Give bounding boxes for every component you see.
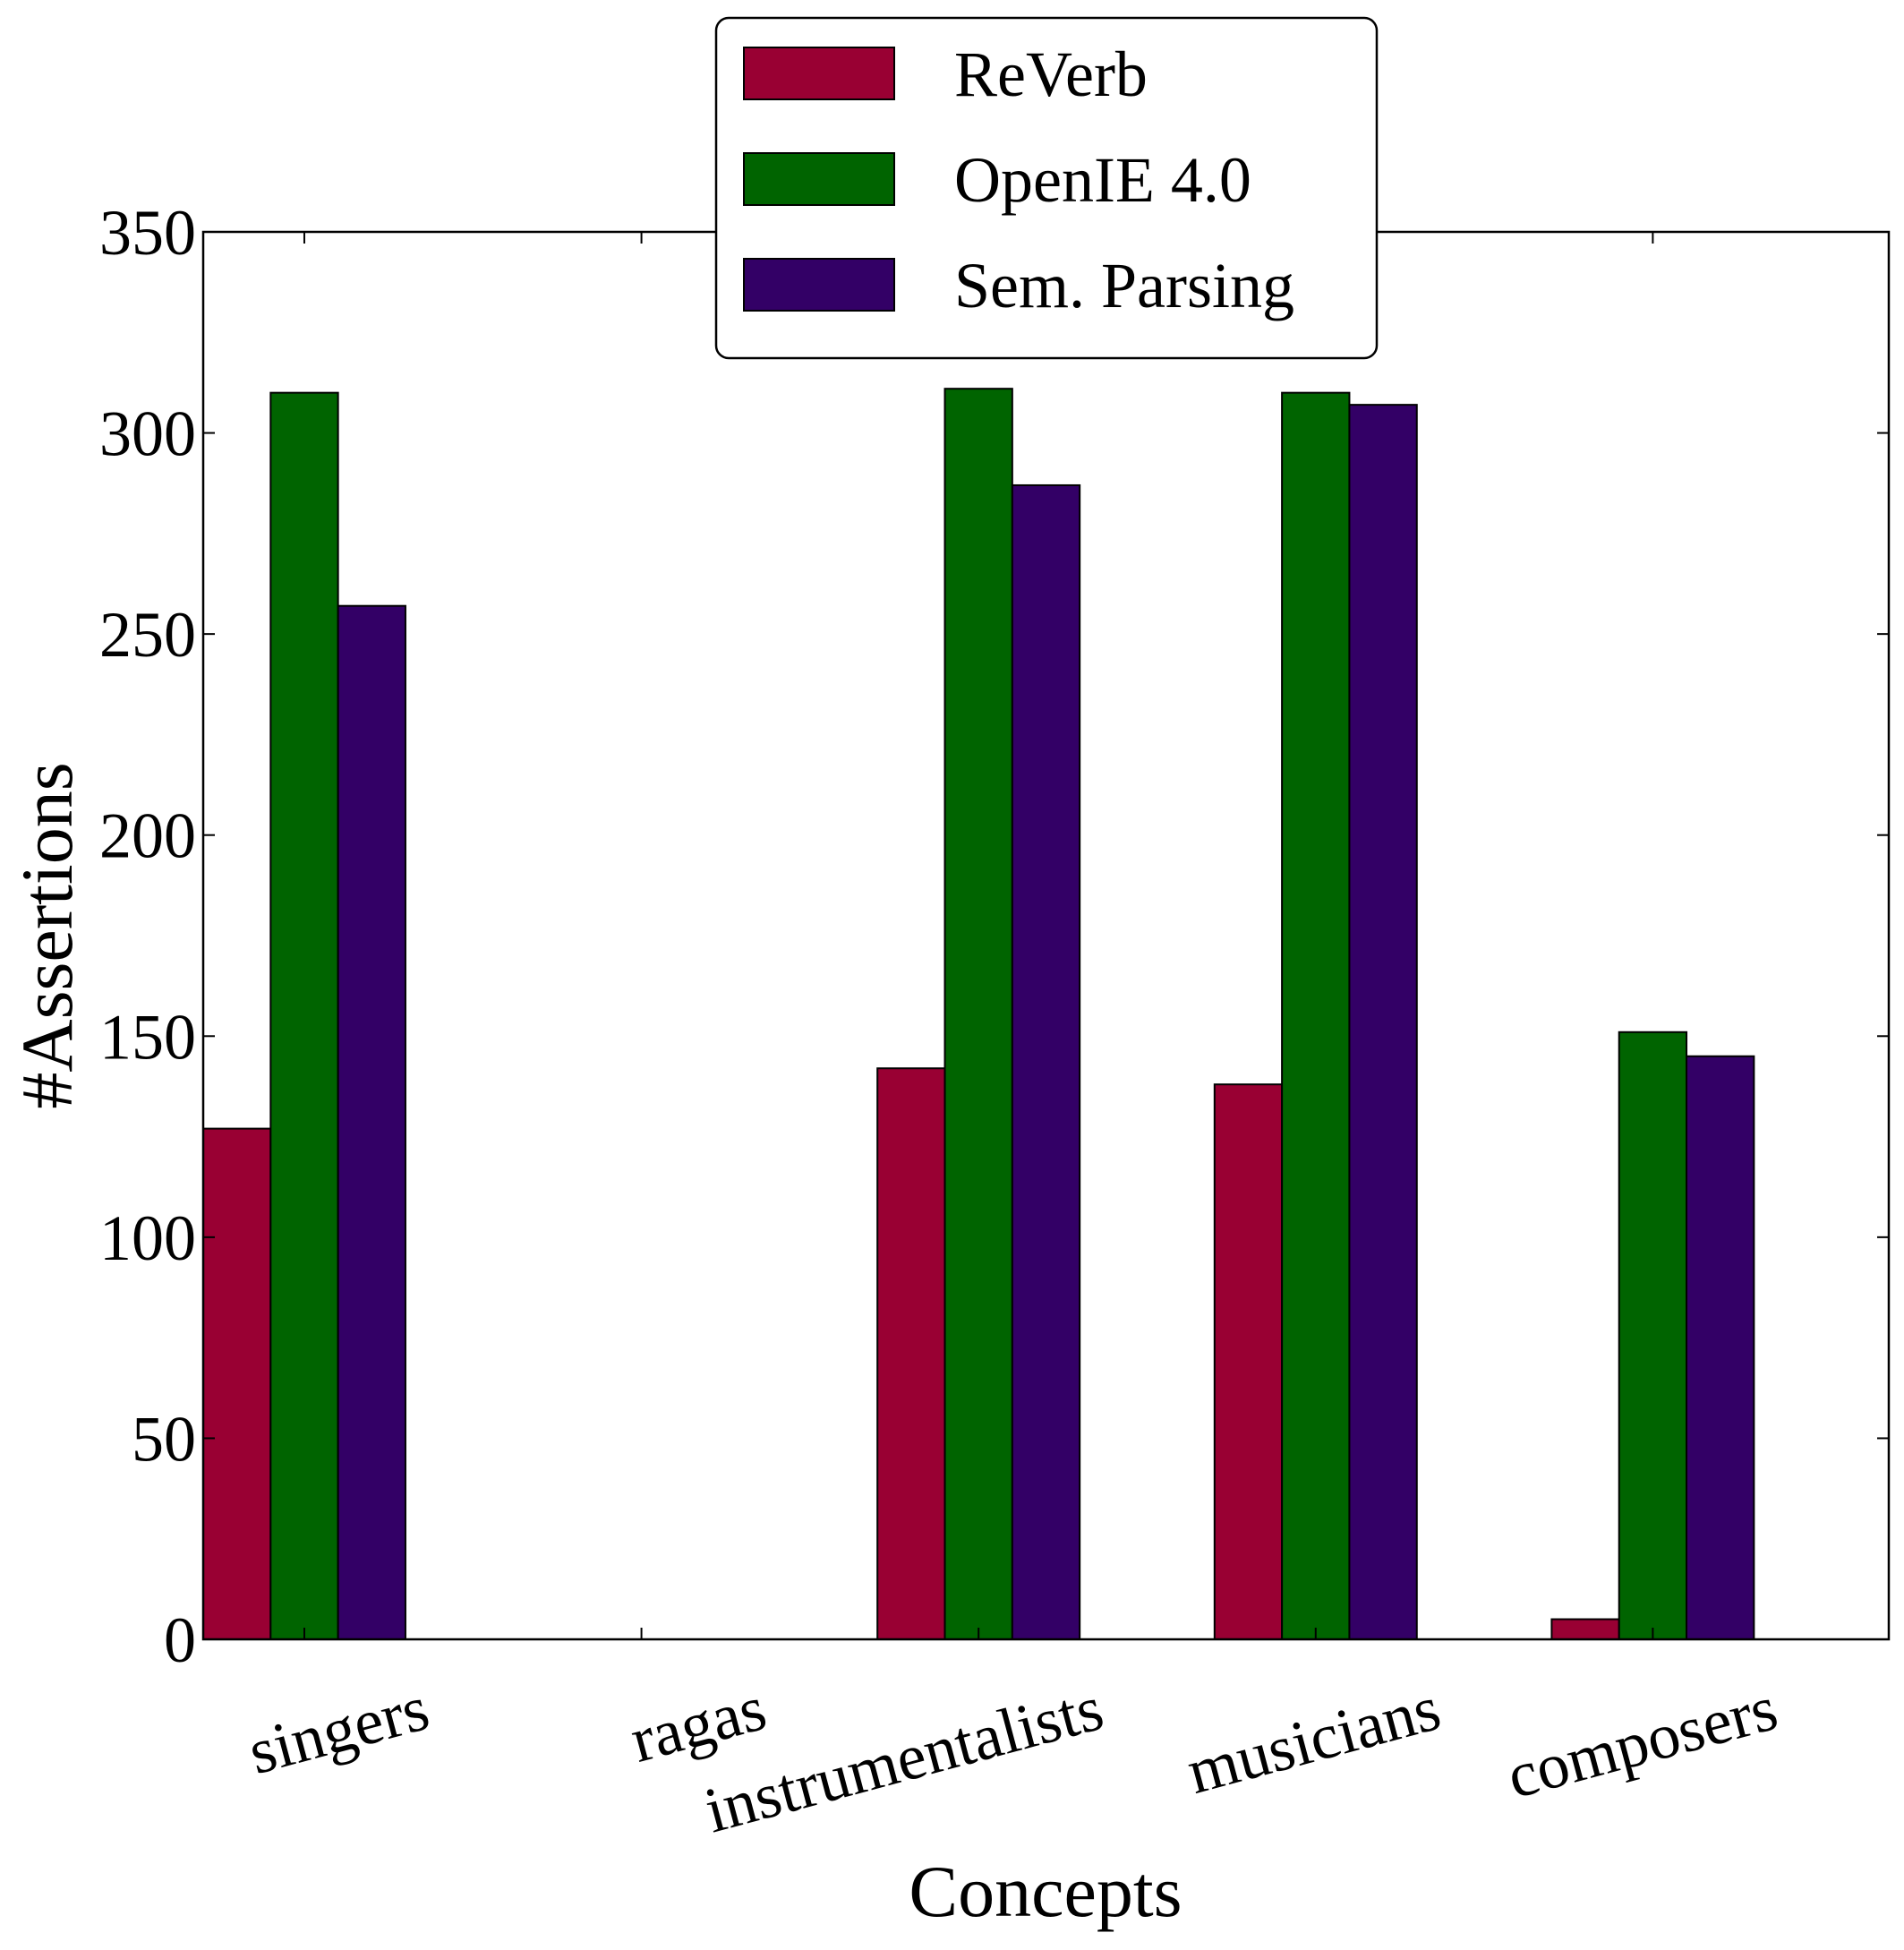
bar-sem-parsing-singers xyxy=(337,604,406,1641)
bar-sem-parsing-composers xyxy=(1686,1055,1755,1640)
legend: ReVerb OpenIE 4.0 Sem. Parsing xyxy=(714,16,1379,360)
y-tick-label: 0 xyxy=(164,1604,196,1676)
y-axis-label: #Assertions xyxy=(6,762,88,1108)
y-axis: 0 50 100 150 200 250 300 350 xyxy=(99,197,1889,1676)
y-tick-label: 350 xyxy=(99,197,196,269)
bar-reverb-musicians xyxy=(1213,1083,1284,1641)
y-tick-label: 50 xyxy=(132,1403,196,1475)
x-tick-label: musicians xyxy=(1180,1672,1447,1808)
bar-reverb-instrumentalists xyxy=(876,1067,946,1640)
legend-swatch xyxy=(743,258,895,312)
bar-reverb-singers xyxy=(202,1127,272,1640)
legend-label: OpenIE 4.0 xyxy=(954,144,1251,216)
legend-items: ReVerb OpenIE 4.0 Sem. Parsing xyxy=(743,38,1294,321)
legend-swatch xyxy=(743,152,895,206)
x-tick-label: composers xyxy=(1499,1672,1784,1812)
legend-label: Sem. Parsing xyxy=(954,250,1294,321)
y-tick-label: 250 xyxy=(99,599,196,671)
x-tick-label: singers xyxy=(241,1672,436,1788)
bars-layer xyxy=(202,388,1755,1641)
x-tick-label: ragas xyxy=(623,1672,773,1776)
bar-sem-parsing-instrumentalists xyxy=(1011,483,1081,1641)
legend-label: ReVerb xyxy=(954,38,1148,110)
bar-openie-4-0-instrumentalists xyxy=(943,388,1013,1640)
legend-swatch xyxy=(743,47,895,100)
x-axis-label: Concepts xyxy=(909,1851,1182,1932)
bar-reverb-composers xyxy=(1550,1618,1620,1641)
y-tick-label: 100 xyxy=(99,1202,196,1274)
y-tick-label: 150 xyxy=(99,1001,196,1073)
bar-openie-4-0-singers xyxy=(269,391,339,1640)
bar-sem-parsing-musicians xyxy=(1348,404,1418,1640)
bar-openie-4-0-musicians xyxy=(1281,391,1351,1640)
bar-openie-4-0-composers xyxy=(1618,1031,1688,1641)
y-tick-label: 200 xyxy=(99,800,196,872)
y-tick-label: 300 xyxy=(99,398,196,470)
